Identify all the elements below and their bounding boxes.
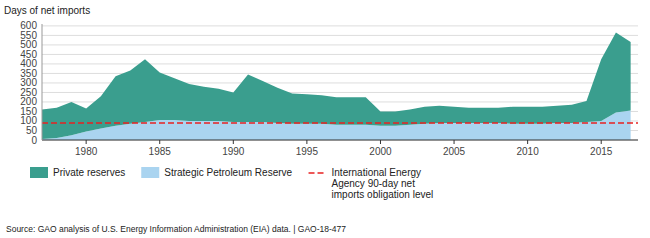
y-tick-label: 300 [20, 77, 37, 88]
y-axis-title: Days of net imports [4, 5, 90, 16]
y-tick-label: 150 [20, 106, 37, 117]
legend-label: International EnergyAgency 90-day netimp… [332, 167, 434, 200]
x-tick [159, 140, 160, 144]
y-axis-line [42, 24, 43, 140]
legend-swatch [141, 167, 159, 178]
x-tick [306, 140, 307, 144]
y-tick-label: 400 [20, 58, 37, 69]
y-tick-label: 500 [20, 39, 37, 50]
x-tick-label: 1995 [296, 146, 319, 157]
reference-line [42, 122, 638, 124]
x-tick [233, 140, 234, 144]
x-tick [527, 140, 528, 144]
x-tick-label: 1990 [222, 146, 245, 157]
y-tick-label: 0 [31, 135, 37, 146]
legend-swatch [30, 167, 48, 178]
grid-line [42, 63, 638, 64]
x-tick-label: 2010 [517, 146, 540, 157]
grid [42, 26, 638, 140]
chart: Days of net imports 050100150200250300350… [0, 0, 650, 238]
legend: Private reserves Strategic Petroleum Rese… [30, 167, 433, 200]
grid-line [42, 25, 638, 26]
y-tick-label: 50 [26, 125, 38, 136]
x-tick-label: 2000 [369, 146, 392, 157]
x-tick-label: 1985 [149, 146, 172, 157]
y-tick-label: 100 [20, 115, 37, 126]
y-tick-label: 450 [20, 49, 37, 60]
x-axis-line [42, 140, 638, 141]
grid-line [42, 35, 638, 36]
grid-line [42, 44, 638, 45]
x-tick [380, 140, 381, 144]
x-tick-label: 2005 [443, 146, 466, 157]
source-note: Source: GAO analysis of U.S. Energy Info… [6, 224, 346, 234]
x-tick-label: 2015 [590, 146, 613, 157]
x-tick [86, 140, 87, 144]
legend-swatch [309, 172, 327, 174]
x-tick [601, 140, 602, 144]
plot-area [42, 33, 638, 140]
x-tick-label: 1980 [75, 146, 98, 157]
legend-label: Strategic Petroleum Reserve [164, 167, 292, 178]
x-tick [454, 140, 455, 144]
grid-line [42, 54, 638, 55]
y-tick-label: 200 [20, 96, 37, 107]
y-tick-label: 250 [20, 87, 37, 98]
y-tick-label: 600 [20, 20, 37, 31]
legend-label: Private reserves [53, 167, 125, 178]
grid-line [42, 140, 638, 141]
y-tick-label: 350 [20, 68, 37, 79]
y-tick-label: 550 [20, 30, 37, 41]
